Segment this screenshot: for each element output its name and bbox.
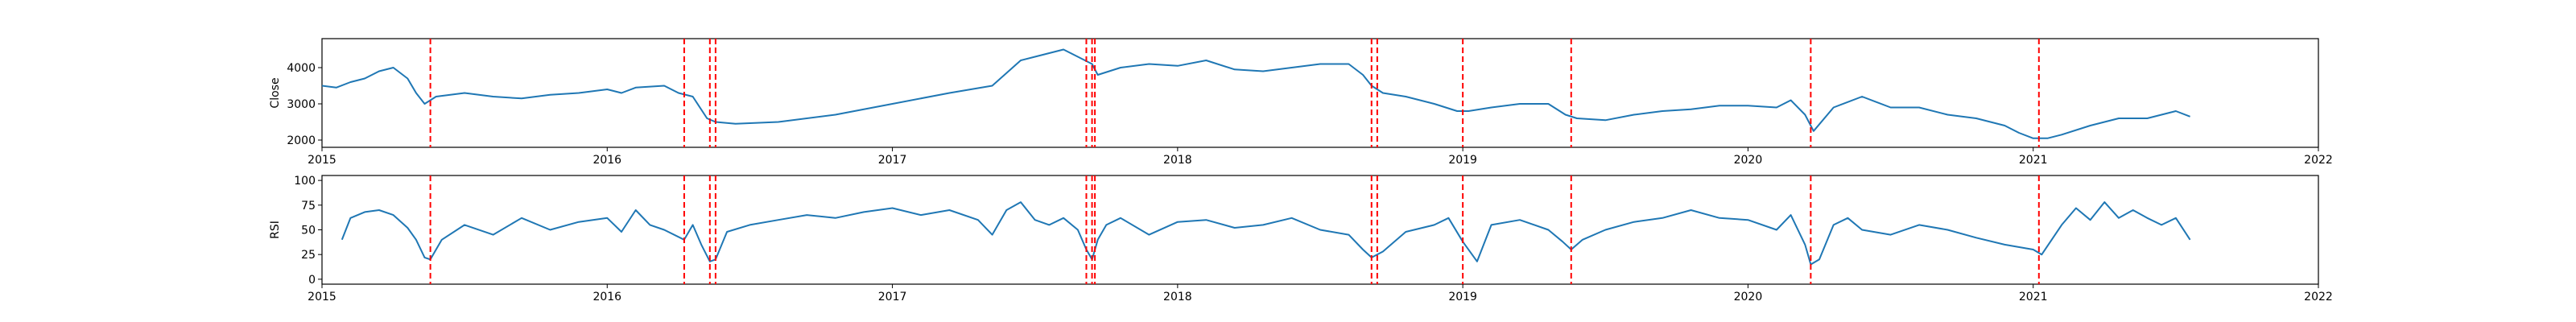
y-tick-label: 4000 — [287, 62, 316, 75]
x-tick-label: 2018 — [1163, 291, 1192, 303]
y-tick-label: 0 — [308, 274, 316, 287]
y-tick-label: 100 — [294, 175, 316, 188]
close-price-panel: 2015 2016 2017 2018 2019 2020 2021 2022 2000 3000… — [269, 38, 2333, 167]
x-tick-label: 2019 — [1448, 291, 1477, 303]
x-tick-label: 2017 — [878, 154, 907, 167]
y-tick-label: 3000 — [287, 98, 316, 111]
x-tick-label: 2015 — [308, 154, 336, 167]
x-tick-label: 2015 — [308, 291, 336, 303]
y-tick-label: 25 — [301, 249, 316, 262]
x-tick-label: 2017 — [878, 291, 907, 303]
x-tick-label: 2018 — [1163, 154, 1192, 167]
rsi-panel: 2015 2016 2017 2018 2019 2020 2021 2022 0 25 50 75 1… — [269, 175, 2333, 303]
x-tick-label: 2022 — [2304, 154, 2333, 167]
x-tick-label: 2020 — [1734, 154, 1763, 167]
y-axis-label: Close — [269, 77, 282, 108]
y-tick-label: 2000 — [287, 134, 316, 147]
x-tick-label: 2016 — [592, 291, 621, 303]
plot-area-frame — [321, 38, 2319, 148]
x-tick-label: 2021 — [2019, 291, 2048, 303]
y-axis-label: RSI — [269, 221, 282, 239]
x-tick-label: 2022 — [2304, 291, 2333, 303]
y-tick-label: 50 — [301, 225, 316, 237]
x-tick-label: 2016 — [592, 154, 621, 167]
x-tick-label: 2019 — [1448, 154, 1477, 167]
y-tick-label: 75 — [301, 200, 316, 213]
x-tick-label: 2021 — [2019, 154, 2048, 167]
x-tick-label: 2020 — [1734, 291, 1763, 303]
series-line — [321, 48, 2190, 139]
series-line — [341, 201, 2191, 266]
